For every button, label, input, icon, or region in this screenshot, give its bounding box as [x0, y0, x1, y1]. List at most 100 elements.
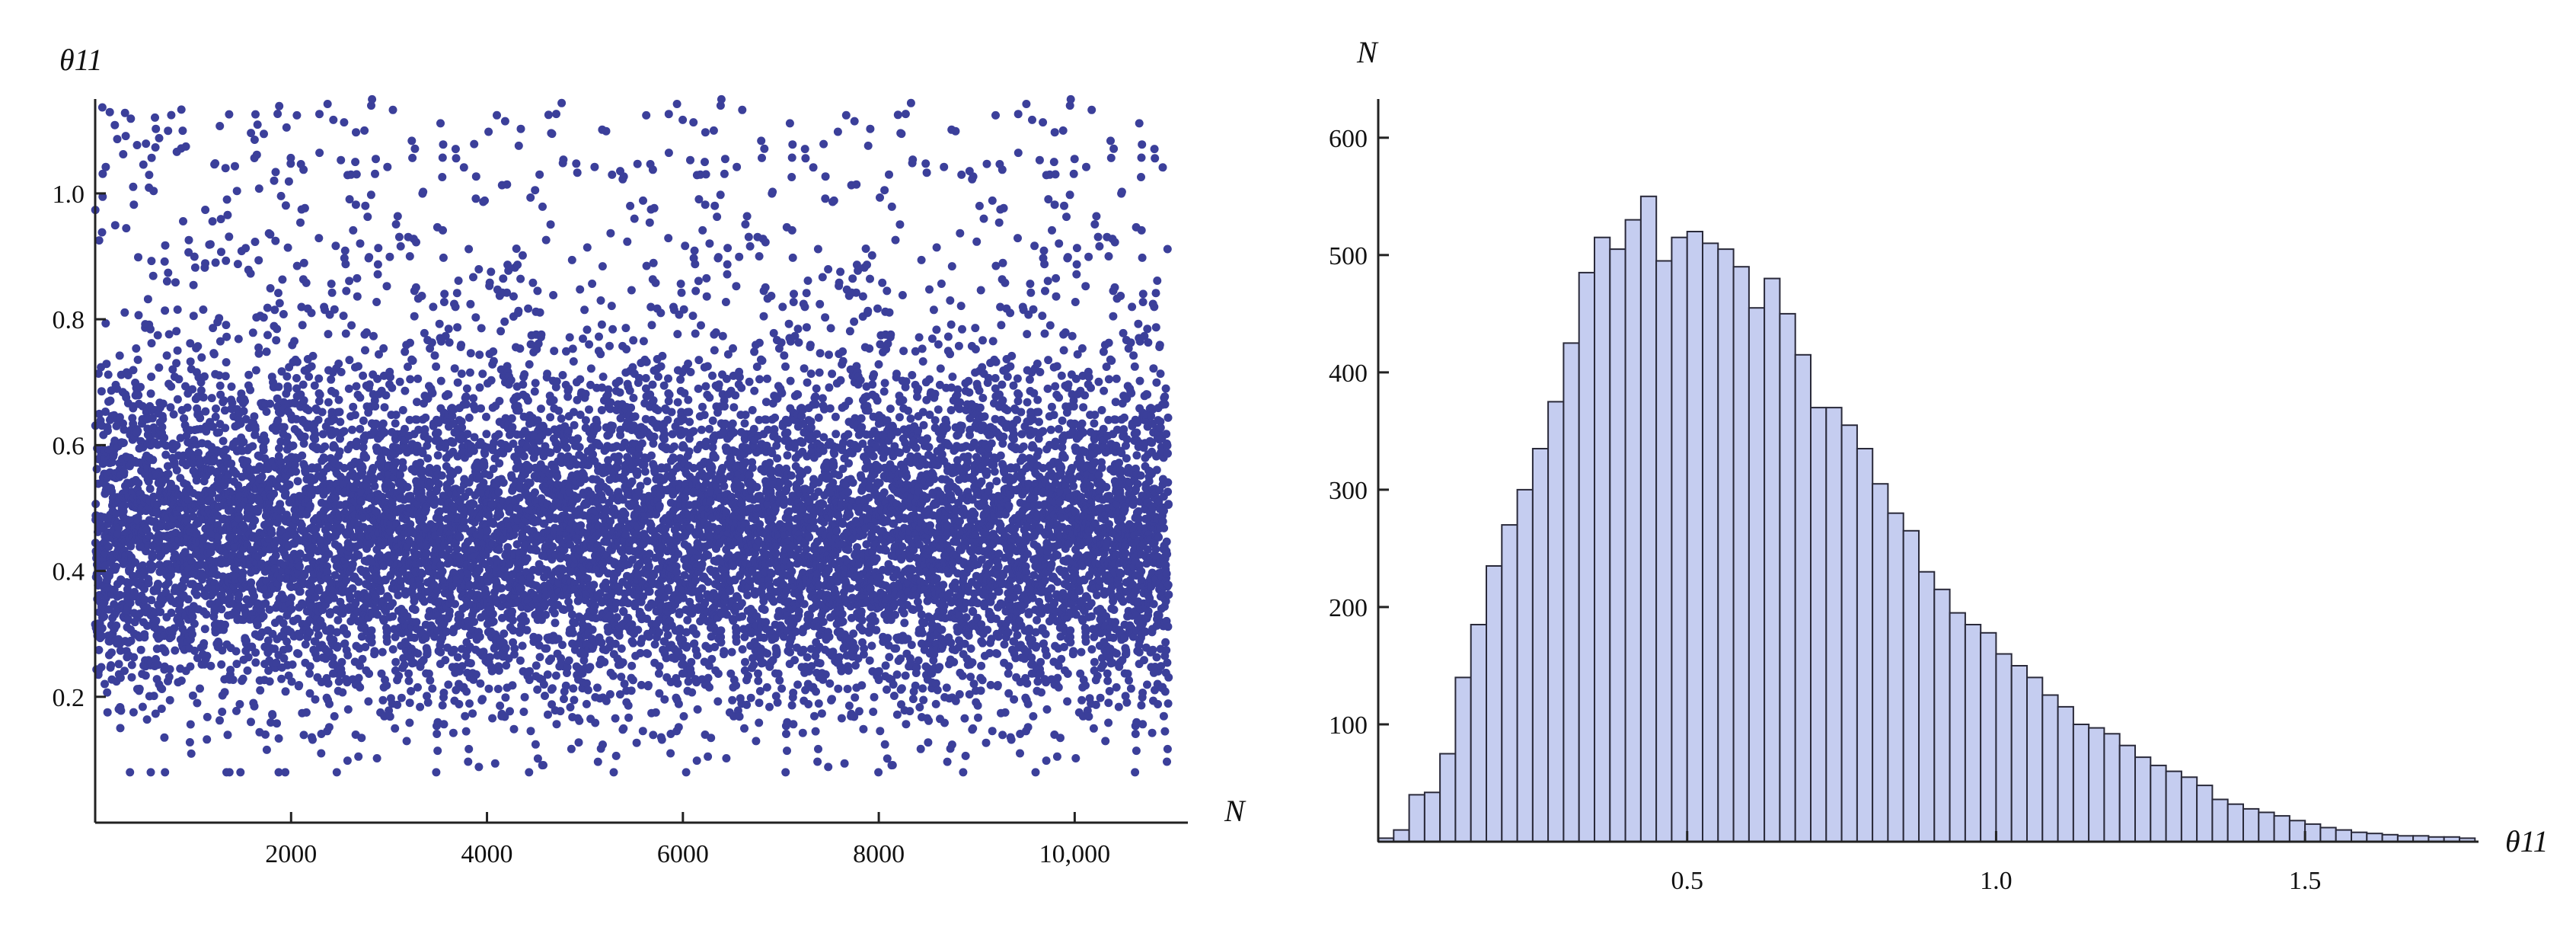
scatter-point — [361, 346, 369, 355]
scatter-point — [337, 368, 346, 376]
scatter-point — [546, 220, 555, 229]
scatter-point — [254, 256, 263, 265]
scatter-point — [531, 488, 539, 497]
scatter-point — [393, 212, 402, 221]
scatter-point — [484, 127, 493, 136]
scatter-point — [201, 206, 210, 214]
scatter-point — [461, 727, 471, 736]
scatter-point — [134, 253, 142, 262]
scatter-point — [186, 357, 195, 366]
scatter-point — [475, 383, 484, 392]
scatter-point — [307, 308, 316, 318]
scatter-point — [168, 365, 177, 374]
scatter-point — [226, 666, 235, 674]
scatter-point — [368, 94, 377, 104]
scatter-point — [566, 703, 575, 711]
scatter-point — [567, 744, 576, 753]
scatter-point — [356, 239, 365, 248]
scatter-point — [514, 306, 523, 315]
scatter-point — [378, 647, 387, 657]
scatter-point — [287, 605, 296, 614]
scatter-point — [179, 217, 187, 225]
scatter-point — [476, 679, 485, 688]
scatter-point — [239, 407, 248, 416]
scatter-point — [158, 596, 168, 605]
scatter-point — [550, 609, 559, 618]
scatter-point — [261, 436, 270, 445]
scatter-point — [462, 687, 471, 696]
scatter-point — [444, 680, 453, 689]
scatter-point — [423, 698, 433, 707]
scatter-point — [520, 370, 529, 379]
scatter-point — [134, 311, 143, 320]
scatter-point — [469, 394, 478, 403]
scatter-point — [218, 646, 227, 655]
scatter-point — [180, 548, 190, 557]
scatter-point — [531, 740, 540, 749]
scatter-point — [282, 123, 291, 132]
scatter-point — [337, 155, 346, 165]
scatter-point — [244, 653, 253, 662]
scatter-point — [539, 680, 548, 689]
scatter-point — [324, 679, 333, 688]
scatter-point — [523, 396, 532, 405]
scatter-point — [569, 357, 578, 366]
scatter-point — [164, 268, 173, 277]
scatter-point — [404, 669, 413, 678]
scatter-point — [379, 344, 388, 353]
scatter-point — [172, 441, 181, 449]
scatter-point — [391, 724, 400, 733]
scatter-point — [167, 110, 176, 120]
scatter-point — [119, 419, 127, 428]
scatter-point — [152, 124, 161, 133]
scatter-point — [486, 653, 494, 662]
scatter-point — [373, 270, 382, 279]
scatter-point — [284, 644, 293, 653]
scatter-point — [557, 98, 567, 107]
scatter-point — [132, 141, 142, 149]
scatter-point — [120, 425, 129, 434]
scatter-point — [439, 253, 448, 262]
scatter-point — [324, 330, 333, 339]
scatter-point — [446, 477, 455, 486]
scatter-point — [363, 213, 372, 222]
scatter-point — [164, 673, 174, 682]
scatter-point — [225, 232, 234, 241]
scatter-point — [436, 376, 445, 385]
scatter-point — [509, 724, 519, 734]
scatter-point — [149, 692, 158, 701]
scatter-point — [140, 584, 148, 593]
scatter-point — [470, 617, 478, 626]
scatter-point — [271, 168, 280, 177]
scatter-point — [178, 583, 187, 592]
scatter-point — [158, 414, 168, 424]
scatter-point — [216, 215, 225, 224]
scatter-point — [199, 305, 208, 314]
scatter-point — [190, 646, 199, 655]
scatter-point — [214, 639, 223, 648]
scatter-point — [94, 236, 104, 245]
scatter-point — [433, 730, 442, 738]
scatter-point — [120, 666, 129, 676]
scatter-point — [217, 248, 225, 257]
scatter-point — [525, 360, 534, 369]
scatter-point — [440, 289, 449, 299]
scatter-point — [149, 492, 158, 501]
scatter-point — [450, 364, 459, 373]
scatter-point — [464, 757, 473, 766]
scatter-point — [513, 261, 522, 270]
scatter-point — [340, 118, 349, 127]
scatter-point — [494, 666, 503, 675]
scatter-point — [189, 312, 198, 321]
scatter-point — [478, 695, 487, 704]
scatter-point — [558, 641, 567, 650]
scatter-point — [544, 710, 552, 719]
scatter-point — [398, 463, 407, 472]
scatter-point — [161, 306, 170, 315]
scatter-point — [433, 451, 442, 460]
scatter-point — [212, 404, 220, 413]
scatter-point — [466, 659, 475, 668]
scatter-point — [453, 323, 462, 332]
scatter-point — [369, 331, 378, 340]
scatter-point — [147, 153, 156, 162]
